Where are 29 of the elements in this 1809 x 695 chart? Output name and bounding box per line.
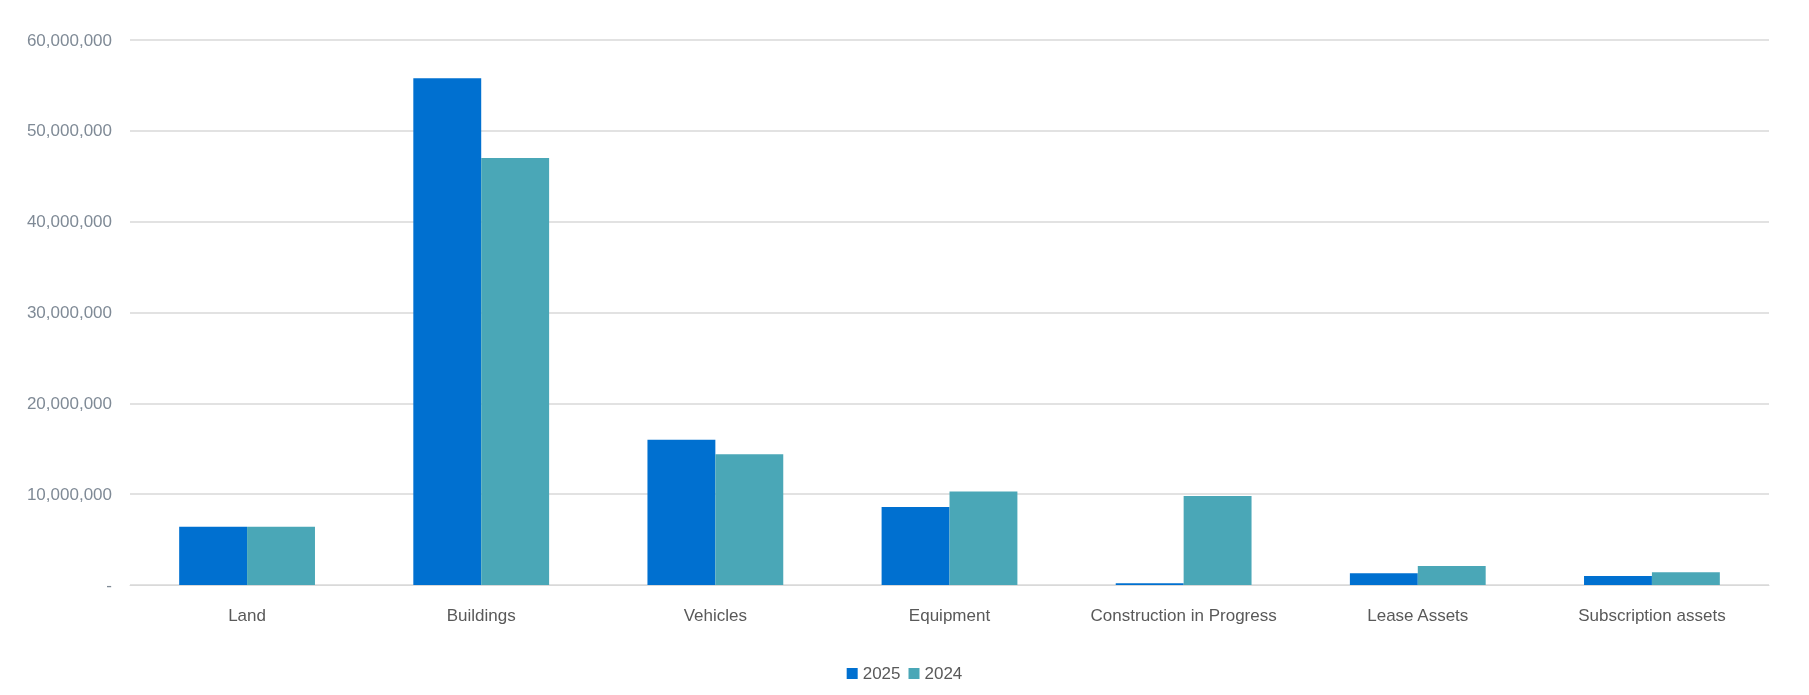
y-tick-label: 60,000,000: [26, 30, 112, 50]
y-tick-label: 40,000,000: [26, 212, 112, 232]
bar: [1417, 565, 1486, 585]
y-tick-label: 50,000,000: [26, 121, 112, 141]
y-tick-label: 10,000,000: [26, 484, 112, 504]
x-tick-label: Lease Assets: [1367, 606, 1469, 625]
y-tick-label: 30,000,000: [26, 303, 112, 322]
bar: [715, 454, 784, 585]
bar: [481, 158, 550, 585]
bar: [1651, 572, 1720, 585]
x-tick-label: Buildings: [446, 606, 516, 625]
x-tick-label: Subscription assets: [1578, 606, 1726, 625]
x-tick-label: Equipment: [908, 606, 991, 625]
bar: [881, 506, 950, 585]
x-tick-label: Vehicles: [683, 606, 748, 625]
x-tick-label: Land: [228, 606, 266, 625]
bar: [1349, 573, 1418, 585]
bar: [1183, 495, 1252, 585]
bar: [247, 526, 315, 585]
bar: [413, 78, 482, 585]
bar: [949, 491, 1018, 585]
legend-label: 2024: [924, 664, 963, 683]
bar: [1584, 575, 1652, 585]
x-tick-label: Construction in Progress: [1090, 606, 1277, 625]
bar: [647, 439, 716, 585]
legend-label: 2025: [862, 664, 901, 683]
y-tick-label: -: [106, 575, 112, 595]
y-tick-label: 20,000,000: [26, 393, 112, 413]
bar: [179, 526, 248, 585]
